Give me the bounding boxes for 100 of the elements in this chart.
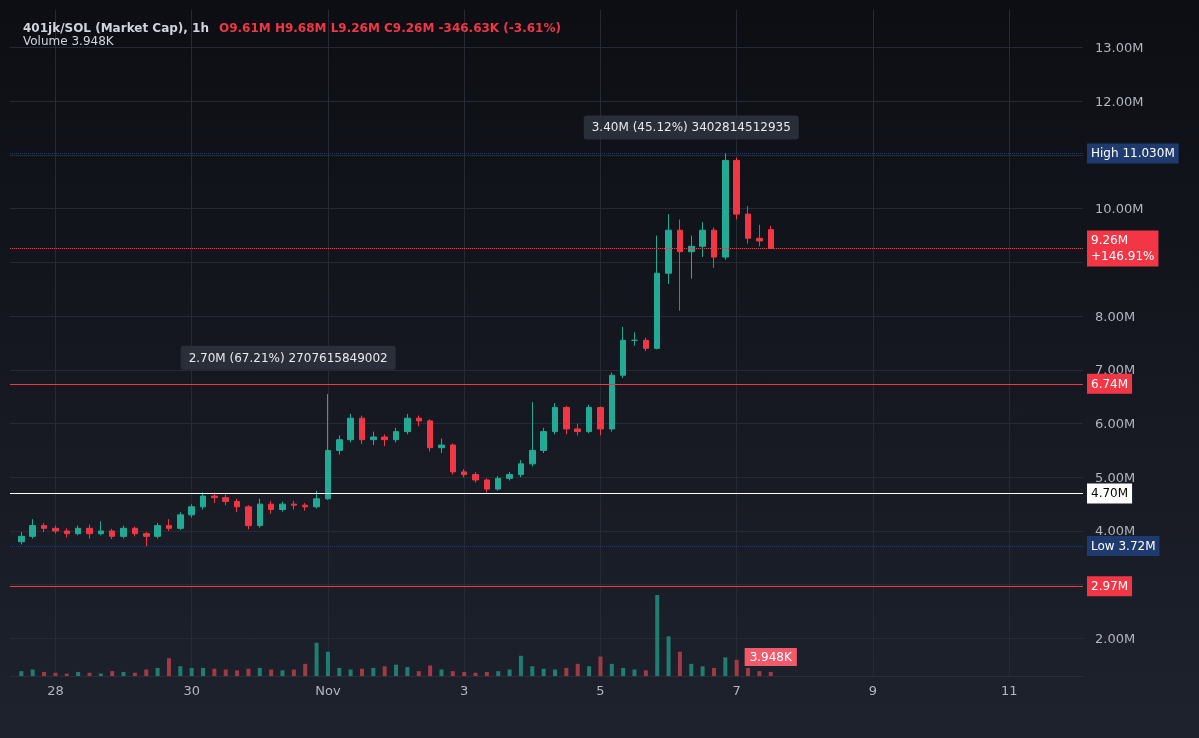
- bar: [734, 659, 739, 676]
- bar: [609, 663, 614, 676]
- bar: [201, 667, 206, 676]
- candlestick: [75, 525, 81, 536]
- candlestick: [540, 427, 547, 454]
- candlestick: [313, 490, 320, 509]
- bar: [53, 672, 58, 676]
- ref-line-label: High 11.030M: [1091, 146, 1175, 161]
- y-tick-label: 13.00M: [1095, 40, 1144, 56]
- x-tick-label: 9: [868, 683, 878, 698]
- candlestick: [188, 503, 195, 519]
- bar: [280, 670, 285, 676]
- candlestick: [529, 401, 536, 468]
- candlestick: [154, 522, 161, 539]
- bar: [291, 669, 296, 676]
- annotation: 3.40M (45.12%) 3402814512935: [591, 120, 791, 135]
- bar: [621, 667, 626, 676]
- bar: [723, 657, 728, 676]
- candlestick: [574, 423, 581, 436]
- x-tick-label: 30: [183, 683, 200, 698]
- x-tick-label: 11: [1000, 683, 1018, 698]
- bar: [689, 663, 694, 676]
- bar: [144, 669, 149, 676]
- bar: [587, 666, 592, 676]
- candlestick: [733, 157, 740, 220]
- bar: [325, 651, 330, 676]
- ref-line-label: 9.26M +146.91%: [1091, 233, 1155, 264]
- candlestick: [234, 498, 240, 513]
- candlestick: [268, 500, 274, 515]
- candlestick: [609, 372, 615, 433]
- bar: [257, 667, 262, 676]
- bar: [405, 667, 410, 676]
- y-tick-label: 12.00M: [1095, 93, 1144, 109]
- bar: [337, 667, 342, 676]
- candlestick: [245, 504, 252, 530]
- bar: [632, 669, 637, 676]
- candlestick: [699, 221, 706, 258]
- bar: [439, 669, 444, 676]
- candlestick: [416, 415, 422, 427]
- candlestick: [200, 491, 206, 510]
- bar: [178, 666, 183, 676]
- candlestick: [472, 471, 479, 484]
- candlestick: [143, 531, 150, 547]
- candlestick: [109, 528, 115, 540]
- bar: [348, 669, 353, 676]
- bar: [132, 672, 137, 676]
- bar: [462, 671, 467, 676]
- y-tick-label: 7.00M: [1095, 362, 1136, 378]
- candlestick: [64, 527, 70, 538]
- candlestick: [552, 402, 558, 435]
- bar: [700, 666, 705, 676]
- bar: [155, 667, 160, 676]
- candlestick: [393, 427, 399, 443]
- candlestick: [563, 405, 570, 435]
- bar: [314, 642, 319, 676]
- bar: [371, 667, 376, 676]
- bar: [507, 669, 512, 676]
- bar: [711, 667, 716, 676]
- bar: [382, 666, 387, 676]
- bar: [677, 651, 682, 676]
- bar: [394, 664, 399, 676]
- text: 401jk/SOL (Market Cap), 1h: [23, 21, 209, 35]
- candlestick: [211, 491, 218, 504]
- x-tick-label: Nov: [315, 683, 341, 698]
- bar: [530, 666, 535, 676]
- candlestick: [302, 502, 308, 512]
- bar: [303, 663, 308, 676]
- bar: [564, 667, 569, 676]
- annotation: 2.70M (67.21%) 2707615849002: [188, 350, 388, 365]
- ref-line-label: 4.70M: [1091, 486, 1129, 501]
- bar: [235, 670, 240, 676]
- candlestick: [52, 525, 59, 535]
- ref-line-label: 6.74M: [1091, 376, 1129, 391]
- candlestick: [518, 459, 524, 478]
- candlestick: [86, 524, 93, 539]
- bar: [541, 668, 546, 676]
- y-tick-label: 4.00M: [1095, 523, 1136, 539]
- bar: [553, 669, 558, 676]
- bar: [746, 667, 751, 676]
- bar: [42, 671, 47, 676]
- bar: [30, 669, 35, 676]
- candlestick: [722, 152, 729, 261]
- bar: [269, 669, 274, 676]
- candlestick: [291, 500, 297, 510]
- candlestick: [643, 337, 649, 352]
- candlestick: [495, 475, 501, 492]
- candlestick: [597, 405, 604, 436]
- bar: [87, 672, 92, 676]
- x-tick-label: 3: [460, 683, 469, 698]
- bar: [189, 667, 194, 676]
- bar: [575, 663, 580, 676]
- bar: [76, 671, 81, 676]
- y-tick-label: 10.00M: [1095, 201, 1144, 217]
- candlestick: [688, 235, 695, 280]
- text: O9.61M H9.68M L9.26M C9.26M -346.63K (-3.61%): [218, 21, 561, 35]
- bar: [643, 670, 648, 676]
- bar: [496, 671, 501, 676]
- annotation: 3.948K: [749, 649, 793, 664]
- bar: [223, 669, 228, 676]
- bar: [166, 658, 171, 676]
